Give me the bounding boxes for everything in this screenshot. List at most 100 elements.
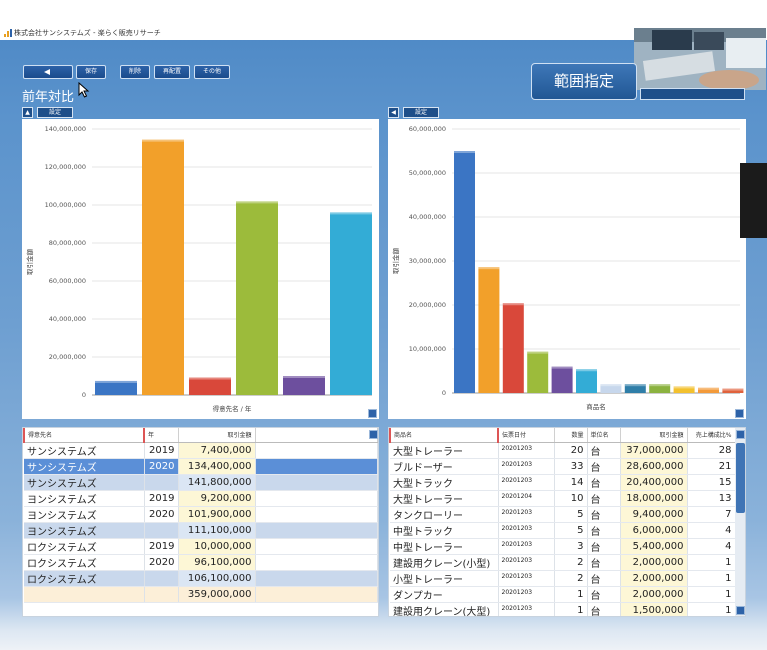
- column-header-quantity[interactable]: 数量: [554, 428, 588, 443]
- table-row[interactable]: サンシステムズ 141,800,000: [24, 474, 378, 491]
- chart-bar[interactable]: [454, 151, 475, 393]
- chart-bar[interactable]: [649, 384, 671, 393]
- amount-cell: 359,000,000: [178, 586, 256, 603]
- table-row[interactable]: ダンプカー 20201203 1 台 2,000,000 1: [390, 586, 745, 603]
- chart-bar[interactable]: [142, 139, 184, 395]
- y-tick-label: 60,000,000: [49, 277, 86, 285]
- right-table-menu-button[interactable]: [736, 430, 745, 439]
- column-header-year[interactable]: 年: [143, 428, 179, 443]
- date-cell: 20201203: [498, 602, 555, 616]
- y-tick-label: 20,000,000: [49, 353, 86, 361]
- table-row[interactable]: 中型トラック 20201203 5 台 6,000,000 4: [390, 522, 745, 539]
- webcam-overlay: [634, 28, 766, 90]
- empty-cell: [255, 458, 378, 475]
- table-row[interactable]: 建設用クレーン(小型) 20201203 2 台 2,000,000 1: [390, 554, 745, 571]
- table-row[interactable]: 大型トレーラー 20201204 10 台 18,000,000 13: [390, 490, 745, 507]
- chart-bar[interactable]: [624, 384, 646, 393]
- amount-cell: 18,000,000: [620, 490, 688, 507]
- product-table-scrollbar[interactable]: [735, 428, 745, 616]
- column-header-ratio[interactable]: 売上構成比%: [687, 428, 736, 443]
- year-cell: [144, 522, 179, 539]
- table-row[interactable]: ヨンシステムズ 2019 9,200,000: [24, 490, 378, 507]
- collapse-right-button[interactable]: ◀: [388, 107, 399, 118]
- window-title: 株式会社サンシステムズ - 楽らく販売リサーチ: [14, 29, 161, 37]
- chart-bar[interactable]: [330, 212, 372, 395]
- chart-bar[interactable]: [722, 388, 744, 393]
- date-cell: 20201204: [498, 490, 555, 507]
- table-row[interactable]: ロクシステムズ 2019 10,000,000: [24, 538, 378, 555]
- ratio-cell: 15: [687, 474, 736, 491]
- y-tick-label: 40,000,000: [49, 315, 86, 323]
- y-axis-label: 取引金額: [391, 248, 400, 275]
- year-cell: [144, 570, 179, 587]
- product-cell: ブルドーザー: [390, 458, 499, 475]
- table-row[interactable]: 359,000,000: [24, 586, 378, 603]
- table-row[interactable]: ロクシステムズ 106,100,000: [24, 570, 378, 587]
- empty-cell: [255, 474, 378, 491]
- column-header-amount[interactable]: 取引金額: [620, 428, 688, 443]
- range-select-button[interactable]: 範囲指定: [531, 63, 637, 100]
- column-header-date[interactable]: 伝票日付: [497, 428, 555, 443]
- table-row[interactable]: ブルドーザー 20201203 33 台 28,600,000 21: [390, 458, 745, 475]
- y-tick-label: 100,000,000: [45, 201, 86, 209]
- table-row[interactable]: 大型トラック 20201203 14 台 20,400,000 15: [390, 474, 745, 491]
- chart-bar-highlight: [624, 384, 646, 387]
- side-panel-tab[interactable]: [740, 163, 767, 238]
- column-header-amount[interactable]: 取引金額: [178, 428, 256, 443]
- y-tick-label: 50,000,000: [409, 169, 446, 177]
- customer-cell: ロクシステムズ: [24, 554, 145, 571]
- customer-year-bar-chart: 0 20,000,000 40,000,000 60,000,000 80,000,00…: [25, 125, 372, 413]
- chart-bar-highlight: [236, 201, 278, 204]
- table-row[interactable]: 大型トレーラー 20201203 20 台 37,000,000 28: [390, 442, 745, 459]
- scrollbar-thumb[interactable]: [736, 443, 745, 513]
- left-table-menu-button[interactable]: [369, 430, 378, 439]
- table-row[interactable]: ヨンシステムズ 111,100,000: [24, 522, 378, 539]
- chart-bar[interactable]: [527, 351, 549, 393]
- chart-bar[interactable]: [283, 376, 325, 395]
- table-row[interactable]: 小型トレーラー 20201203 2 台 2,000,000 1: [390, 570, 745, 587]
- ratio-cell: 4: [687, 538, 736, 555]
- table-row[interactable]: サンシステムズ 2019 7,400,000: [24, 442, 378, 459]
- range-select-bar[interactable]: [640, 88, 745, 100]
- date-cell: 20201203: [498, 458, 555, 475]
- chart-bar[interactable]: [551, 366, 573, 393]
- chart-bar[interactable]: [478, 267, 500, 393]
- table-row[interactable]: ヨンシステムズ 2020 101,900,000: [24, 506, 378, 523]
- table-row[interactable]: ロクシステムズ 2020 96,100,000: [24, 554, 378, 571]
- other-button[interactable]: その他: [194, 65, 230, 79]
- back-button[interactable]: [23, 65, 73, 79]
- save-button[interactable]: 保存: [76, 65, 106, 79]
- scroll-down-button[interactable]: [736, 606, 745, 615]
- table-row[interactable]: サンシステムズ 2020 134,400,000: [24, 458, 378, 475]
- table-row[interactable]: 中型トレーラー 20201203 3 台 5,400,000 4: [390, 538, 745, 555]
- right-settings-button[interactable]: 設定: [403, 107, 439, 118]
- year-cell: 2020: [144, 554, 179, 571]
- delete-button[interactable]: 削除: [120, 65, 150, 79]
- rearrange-button[interactable]: 再配置: [154, 65, 190, 79]
- quantity-cell: 1: [554, 602, 588, 616]
- chart-bar[interactable]: [698, 387, 719, 393]
- left-settings-button[interactable]: 設定: [37, 107, 73, 118]
- chart-bar[interactable]: [576, 369, 597, 393]
- amount-cell: 141,800,000: [178, 474, 256, 491]
- chart-bar[interactable]: [600, 384, 622, 393]
- date-cell: 20201203: [498, 474, 555, 491]
- chart-bar-highlight: [478, 267, 500, 270]
- chart-bar[interactable]: [95, 380, 137, 395]
- collapse-left-button[interactable]: ▲: [22, 107, 33, 118]
- table-row[interactable]: タンクローリー 20201203 5 台 9,400,000 7: [390, 506, 745, 523]
- column-header-customer[interactable]: 得意先名: [23, 428, 145, 443]
- column-header-product[interactable]: 商品名: [389, 428, 499, 443]
- year-cell: 2020: [144, 506, 179, 523]
- unit-cell: 台: [587, 474, 621, 491]
- table-row[interactable]: 建設用クレーン(大型) 20201203 1 台 1,500,000 1: [390, 602, 745, 616]
- left-chart-menu-button[interactable]: [368, 409, 377, 418]
- chart-bar[interactable]: [189, 377, 231, 395]
- chart-bar-highlight: [283, 376, 325, 378]
- product-cell: 建設用クレーン(大型): [390, 602, 499, 616]
- chart-bar[interactable]: [673, 386, 695, 393]
- right-chart-menu-button[interactable]: [735, 409, 744, 418]
- chart-bar[interactable]: [236, 201, 278, 395]
- chart-bar[interactable]: [502, 303, 524, 393]
- column-header-unit[interactable]: 単位名: [587, 428, 621, 443]
